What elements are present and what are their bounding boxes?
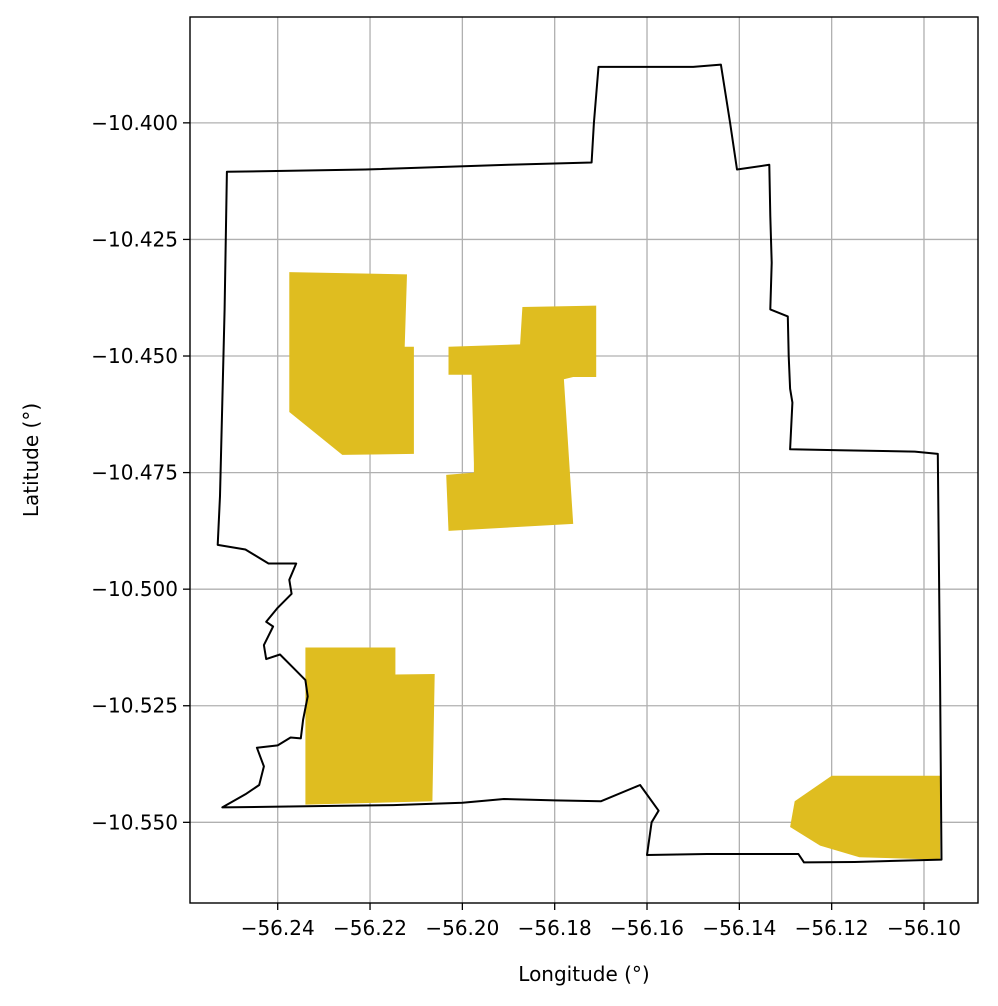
x-tick-label: −56.12 [795, 916, 869, 940]
x-tick-label: −56.22 [333, 916, 407, 940]
x-tick-label: −56.16 [610, 916, 684, 940]
parcel-polygon-4 [790, 776, 940, 860]
parcel-polygon-3 [305, 648, 434, 805]
y-axis-label: Latitude (°) [19, 403, 43, 517]
x-tick-label: −56.24 [241, 916, 315, 940]
y-axis-ticks: −10.400 −10.425 −10.450 −10.475 −10.500 −10.5… [91, 111, 190, 834]
y-tick-label: −10.400 [91, 111, 178, 135]
x-axis-ticks: −56.24 −56.22 −56.20 −56.18 −56.16 −56.14 −56.… [241, 903, 961, 940]
y-tick-label: −10.525 [91, 694, 178, 718]
parcel-polygon-2 [446, 306, 596, 531]
parcel-polygon-1 [289, 272, 414, 455]
parcel-polygons [289, 272, 940, 860]
y-tick-label: −10.500 [91, 577, 178, 601]
y-tick-label: −10.450 [91, 344, 178, 368]
y-tick-label: −10.550 [91, 810, 178, 834]
x-tick-label: −56.10 [887, 916, 961, 940]
x-tick-label: −56.20 [425, 916, 499, 940]
y-tick-label: −10.425 [91, 227, 178, 251]
x-axis-label: Longitude (°) [518, 962, 649, 986]
x-tick-label: −56.14 [702, 916, 776, 940]
x-tick-label: −56.18 [518, 916, 592, 940]
y-tick-label: −10.475 [91, 461, 178, 485]
